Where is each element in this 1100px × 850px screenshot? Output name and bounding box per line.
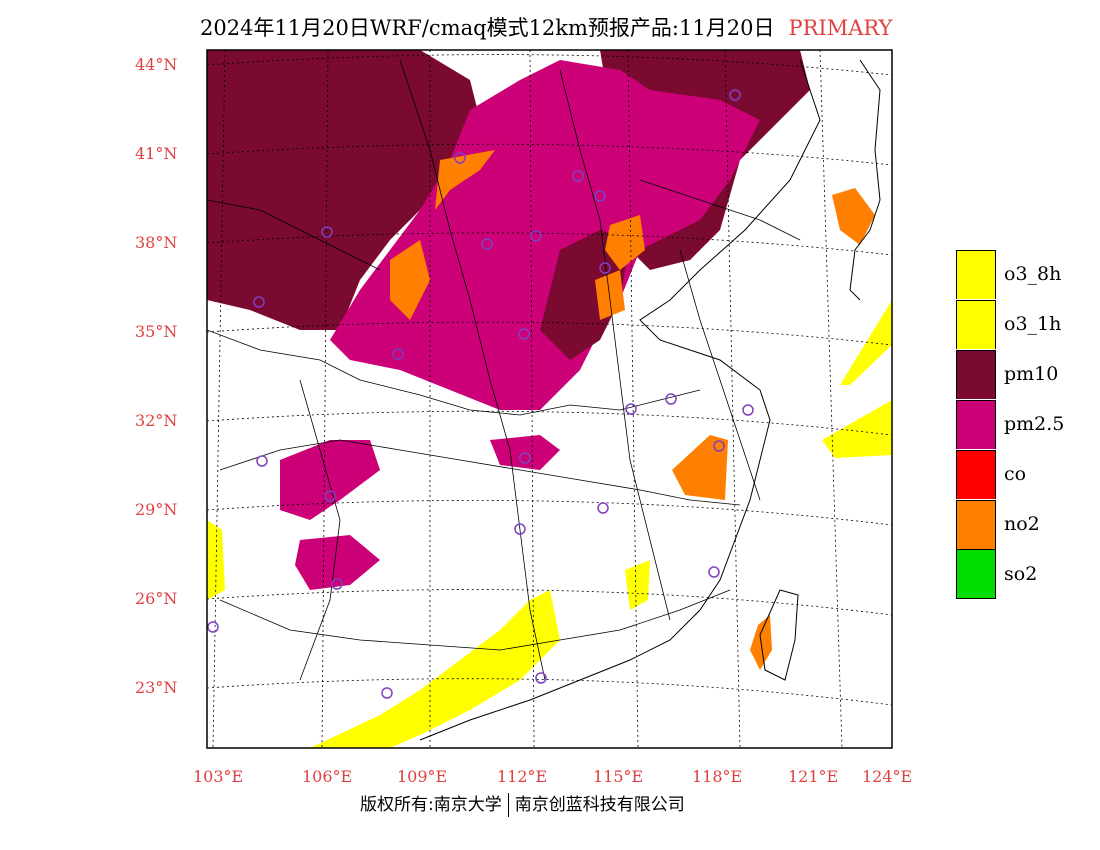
taiwan-outline bbox=[759, 589, 799, 681]
legend-swatch bbox=[956, 449, 996, 499]
pm2-5-region-sichuan bbox=[280, 440, 380, 520]
legend-label: o3_8h bbox=[1004, 263, 1062, 285]
legend-item-o3-1h: o3_1h bbox=[956, 299, 1064, 349]
map-layer bbox=[207, 50, 892, 748]
legend-item-o3-8h: o3_8h bbox=[956, 249, 1064, 299]
legend-item-so2: so2 bbox=[956, 549, 1064, 599]
korea-outline bbox=[849, 59, 881, 301]
o3-region-fujian bbox=[625, 560, 650, 610]
no2-patch-shanghai bbox=[672, 435, 728, 500]
no2-patch-shandong bbox=[595, 270, 625, 320]
title-tag: PRIMARY bbox=[788, 16, 893, 40]
lon-label-112: 112°E bbox=[497, 767, 547, 786]
lat-label-41: 41°N bbox=[135, 144, 177, 163]
pm10-region-northwest bbox=[207, 50, 480, 330]
legend-swatch bbox=[956, 549, 996, 599]
lat-label-23: 23°N bbox=[135, 678, 177, 697]
station-markers bbox=[207, 89, 754, 699]
legend: o3_8h o3_1h pm10 pm2.5 co no2 so2 bbox=[956, 249, 1064, 599]
copyright-separator bbox=[507, 793, 509, 817]
copyright-left: 版权所有:南京大学 bbox=[360, 795, 502, 815]
lon-label-124: 124°E bbox=[862, 767, 912, 786]
lon-label-106: 106°E bbox=[302, 767, 352, 786]
lon-label-118: 118°E bbox=[692, 767, 742, 786]
no2-patch-nmg bbox=[435, 150, 495, 210]
legend-swatch bbox=[956, 349, 996, 399]
map-title: 2024年11月20日WRF/cmaq模式12km预报产品:11月20日 PRIM… bbox=[200, 12, 892, 42]
legend-swatch bbox=[956, 499, 996, 549]
no2-patch-hebei bbox=[605, 215, 645, 270]
map-frame bbox=[206, 49, 893, 749]
legend-label: so2 bbox=[1004, 563, 1038, 585]
lat-label-29: 29°N bbox=[135, 500, 177, 519]
copyright: 版权所有:南京大学 南京创蓝科技有限公司 bbox=[360, 790, 685, 817]
pm10-region-central bbox=[540, 230, 630, 360]
o3-region-south bbox=[310, 590, 560, 748]
lon-label-103: 103°E bbox=[193, 767, 243, 786]
legend-label: co bbox=[1004, 463, 1027, 485]
lat-label-32: 32°N bbox=[135, 411, 177, 430]
legend-item-pm10: pm10 bbox=[956, 349, 1064, 399]
pm2-5-region-guizhou bbox=[295, 535, 380, 590]
legend-swatch bbox=[956, 299, 996, 349]
copyright-right: 南京创蓝科技有限公司 bbox=[514, 795, 685, 815]
legend-swatch bbox=[956, 249, 996, 299]
legend-item-no2: no2 bbox=[956, 499, 1064, 549]
legend-item-co: co bbox=[956, 449, 1064, 499]
o3-region-sea-northeast bbox=[840, 300, 892, 385]
legend-label: pm10 bbox=[1004, 363, 1059, 385]
lat-label-26: 26°N bbox=[135, 589, 177, 608]
lon-label-121: 121°E bbox=[788, 767, 838, 786]
no2-patch-shanxi bbox=[390, 240, 430, 320]
lon-label-115: 115°E bbox=[593, 767, 643, 786]
coastline bbox=[419, 59, 821, 741]
lat-label-38: 38°N bbox=[135, 233, 177, 252]
legend-label: o3_1h bbox=[1004, 313, 1062, 335]
legend-item-pm2-5: pm2.5 bbox=[956, 399, 1064, 449]
legend-swatch bbox=[956, 399, 996, 449]
lat-label-35: 35°N bbox=[135, 322, 177, 341]
lat-label-44: 44°N bbox=[135, 55, 177, 74]
lon-label-109: 109°E bbox=[397, 767, 447, 786]
no2-patch-liaoning bbox=[832, 188, 875, 245]
legend-label: pm2.5 bbox=[1004, 413, 1065, 435]
legend-label: no2 bbox=[1004, 513, 1040, 535]
title-main: 2024年11月20日WRF/cmaq模式12km预报产品:11月20日 bbox=[200, 16, 775, 40]
o3-region-sea-east bbox=[822, 400, 892, 458]
graticule bbox=[207, 50, 892, 748]
